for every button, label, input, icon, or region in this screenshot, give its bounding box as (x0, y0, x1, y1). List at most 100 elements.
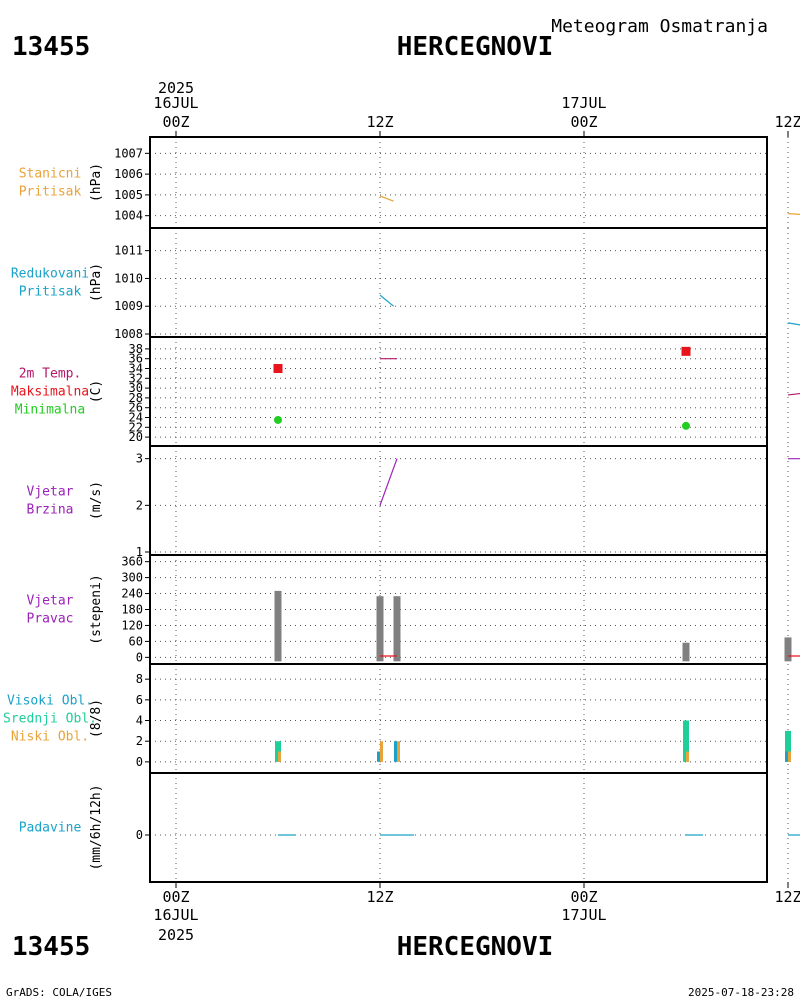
cloud-high-bar (785, 751, 788, 762)
panel-station_pressure: 1004 1005 1006 1007 (hPa) Stanicni Pritisak (19, 136, 800, 229)
date-label: 17JUL (561, 906, 606, 924)
y-tick-label: 120 (121, 618, 143, 632)
cloud-mid-bar (683, 720, 689, 762)
panel-label: Pravac (27, 612, 74, 627)
y-tick-label: 24 (129, 411, 143, 425)
min-temp-marker (682, 421, 690, 430)
y-tick-label: 3 (136, 452, 143, 466)
meteogram-panels: 1004 1005 1006 1007 (hPa) Stanicni Pritisak 100… (3, 136, 800, 883)
panel-label: Pritisak (19, 185, 82, 200)
y-tick-label: 1004 (114, 209, 143, 223)
panel-label: Vjetar (27, 485, 74, 500)
series-line (379, 294, 394, 307)
station-name-bottom: HERCEGNOVI (397, 932, 554, 962)
y-tick-label: 4 (136, 714, 143, 728)
series-line (379, 458, 398, 506)
date-label: 16JUL (153, 906, 198, 924)
panel-label: Redukovani (11, 267, 89, 282)
panel-label: Niski Obl. (11, 730, 89, 745)
y-tick-label: 2 (136, 734, 143, 748)
y-tick-label: 0 (136, 650, 143, 664)
bottom-time-axis: 00Z12Z00Z12Z00Z12Z16JUL17JUL18JUL (153, 882, 800, 924)
panel-label: Maksimalna (11, 385, 89, 400)
y-tick-label: 1005 (114, 188, 143, 202)
time-tick-label: 00Z (162, 113, 189, 131)
y-tick-label: 0 (136, 755, 143, 769)
date-label: 16JUL (153, 94, 198, 112)
series-line (379, 195, 394, 202)
time-tick-label: 12Z (366, 113, 393, 131)
y-tick-label: 1009 (114, 299, 143, 313)
panel-frame (149, 772, 768, 883)
top-time-axis: 00Z12Z00Z12Z00Z12Z16JUL17JUL18JUL (153, 94, 800, 137)
station-name-top: HERCEGNOVI (397, 32, 554, 62)
panel-label: Minimalna (15, 403, 85, 418)
panel-label: Srednji Obl. (3, 712, 97, 727)
station-id-top: 13455 (12, 32, 90, 62)
panel-label: Stanicni (19, 167, 82, 182)
time-tick-label: 00Z (570, 888, 597, 906)
panel-frame (149, 336, 768, 447)
y-tick-label: 20 (129, 430, 143, 444)
panel-reduced_pressure: 1008 1009 1010 1011 (hPa)Redukovani Pritisak (11, 227, 800, 341)
y-axis-label: (m/s) (89, 481, 104, 520)
panel-frame (149, 136, 768, 229)
wind-direction-bar (274, 590, 282, 662)
y-tick-label: 22 (129, 420, 143, 434)
time-tick-label: 12Z (366, 888, 393, 906)
y-tick-label: 60 (129, 634, 143, 648)
series-line (787, 322, 800, 326)
y-axis-label: (mm/6h/12h) (89, 784, 104, 870)
time-tick-label: 00Z (570, 113, 597, 131)
panel-clouds: 0 2 4 6 8 (8/8)Visoki Obl. Srednji Obl. Niski O… (3, 663, 791, 774)
time-tick-label: 12Z (774, 113, 800, 131)
y-tick-label: 6 (136, 693, 143, 707)
cloud-low-bar (397, 741, 400, 762)
y-tick-label: 2 (136, 498, 143, 512)
panel-label: Visoki Obl. (7, 694, 93, 709)
y-axis-label: (8/8) (89, 699, 104, 738)
panel-frame (149, 554, 768, 665)
wind-direction-bar (376, 596, 384, 662)
cloud-mid-bar (785, 730, 791, 762)
cloud-low-bar (686, 751, 689, 762)
panel-label: Pritisak (19, 285, 82, 300)
y-tick-label: 240 (121, 587, 143, 601)
y-tick-label: 34 (129, 362, 143, 376)
cloud-high-bar (394, 741, 397, 762)
cloud-low-bar (380, 741, 383, 762)
y-tick-label: 0 (136, 828, 143, 842)
panel-frame (149, 227, 768, 338)
chart-subtitle: Meteogram Osmatranja (551, 16, 768, 37)
panel-label: 2m Temp. (19, 367, 82, 382)
date-label: 17JUL (561, 94, 606, 112)
y-tick-label: 1010 (114, 271, 143, 285)
y-tick-label: 26 (129, 401, 143, 415)
wind-direction-bar (682, 642, 690, 662)
y-axis-label: (C) (89, 380, 104, 403)
y-tick-label: 1006 (114, 167, 143, 181)
panel-wind_speed: 1 2 3 (m/s) Vjetar Brzina (27, 445, 800, 559)
panel-label: Padavine (19, 821, 82, 836)
cloud-high-bar (377, 751, 380, 762)
y-tick-label: 28 (129, 391, 143, 405)
wind-direction-bar (393, 596, 401, 662)
cloud-low-bar (278, 751, 281, 762)
y-tick-label: 1007 (114, 146, 143, 160)
max-temp-marker (681, 346, 691, 356)
min-temp-marker (274, 415, 282, 424)
y-tick-label: 38 (129, 342, 143, 356)
footer-credit: GrADS: COLA/IGES (6, 986, 112, 999)
y-tick-label: 300 (121, 571, 143, 585)
y-axis-label: (hPa) (89, 263, 104, 302)
y-tick-label: 32 (129, 371, 143, 385)
year-label-top: 2025 (158, 79, 194, 97)
station-id-bottom: 13455 (12, 932, 90, 962)
y-tick-label: 1011 (114, 244, 143, 258)
y-tick-label: 180 (121, 603, 143, 617)
max-temp-marker (273, 364, 283, 373)
y-tick-label: 8 (136, 672, 143, 686)
y-tick-label: 30 (129, 381, 143, 395)
